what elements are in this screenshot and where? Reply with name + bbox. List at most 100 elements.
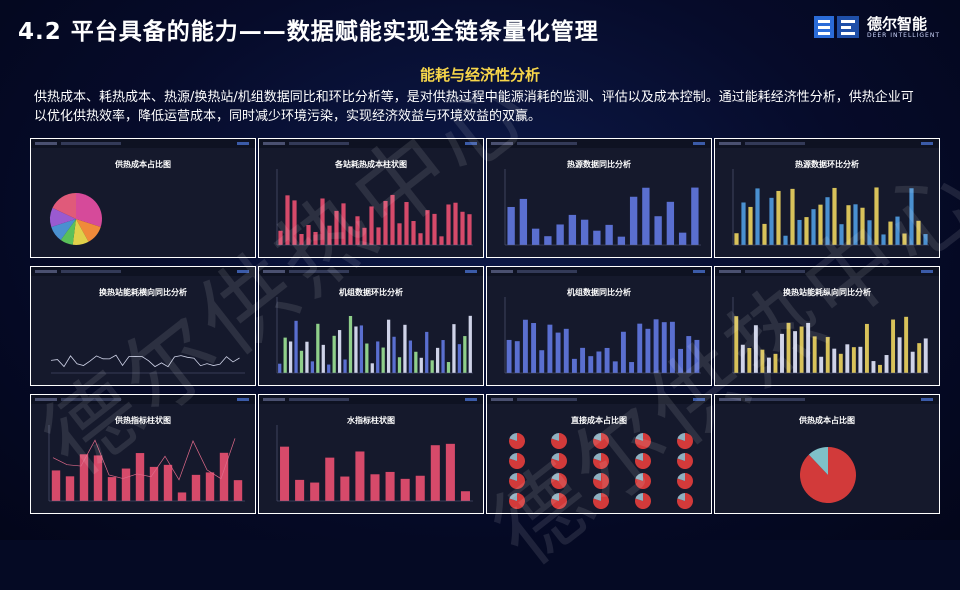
dashboard-panel: 供热成本占比图 <box>714 394 940 514</box>
panel-tabs <box>61 398 121 401</box>
panel-action <box>693 270 705 273</box>
chart-bar <box>294 320 298 373</box>
chart-bar <box>531 323 537 373</box>
chart-bar <box>316 323 320 373</box>
chart-bar <box>825 197 830 245</box>
pie-slice <box>60 219 76 245</box>
chart-bar <box>571 358 577 373</box>
chart-bar <box>825 337 830 373</box>
chart-bar <box>411 221 416 245</box>
panel-topbar <box>487 395 711 404</box>
chart-bar <box>306 225 311 245</box>
chart-bar <box>797 219 802 245</box>
chart-bar <box>280 446 290 501</box>
panel-menu <box>35 142 57 145</box>
pie-slice <box>635 493 643 501</box>
chart-bar <box>780 333 784 373</box>
chart-bar <box>678 232 687 245</box>
dashboard-panel: 直接成本占比图 <box>486 394 712 514</box>
chart-bar <box>519 198 528 245</box>
panel-tabs <box>289 270 349 273</box>
panel-tabs <box>517 270 577 273</box>
chart-bar <box>460 211 465 245</box>
panel-tabs <box>61 270 121 273</box>
chart-bar <box>65 476 75 501</box>
chart-bar <box>135 453 145 501</box>
panel-action <box>465 398 477 401</box>
chart-bar <box>740 344 745 373</box>
chart-bar <box>343 359 347 373</box>
chart-bar <box>441 340 445 373</box>
chart-bar <box>468 315 472 373</box>
chart-bar <box>348 226 353 245</box>
chart-bar <box>386 319 391 373</box>
panel-action <box>465 270 477 273</box>
panel-title: 换热站能耗横向同比分析 <box>99 288 187 297</box>
chart-bar <box>285 195 290 245</box>
pie-slice <box>509 493 517 501</box>
chart-bar <box>902 233 907 245</box>
chart-bar <box>612 361 618 373</box>
chart-bar <box>888 221 893 245</box>
panel-title: 供热成本占比图 <box>115 160 171 169</box>
chart-bar <box>376 341 380 373</box>
chart-bar <box>327 225 332 245</box>
chart-bar <box>299 234 304 245</box>
pie-slice <box>76 219 101 242</box>
chart-bar <box>310 482 320 501</box>
chart-bar <box>891 319 896 373</box>
dashboard-panel: 换热站能耗横向同比分析 <box>30 266 256 386</box>
panel-chart <box>276 169 473 246</box>
panel-topbar <box>259 267 483 276</box>
panel-menu <box>263 398 285 401</box>
panel-menu <box>719 398 741 401</box>
chart-bar <box>793 331 798 373</box>
chart-bar <box>846 205 851 245</box>
chart-bar <box>430 360 434 373</box>
chart-bar <box>460 491 470 501</box>
chart-bar <box>666 201 675 245</box>
chart-bar <box>884 355 889 373</box>
pie-slice <box>593 493 601 501</box>
panel-title: 机组数据环比分析 <box>339 288 403 297</box>
chart-bar <box>288 341 293 373</box>
chart-bar <box>522 319 528 373</box>
chart-bar <box>642 187 650 245</box>
chart-bar <box>916 220 921 245</box>
chart-bar <box>506 339 512 373</box>
chart-bar <box>325 457 335 501</box>
chart-bar <box>762 223 767 245</box>
chart-bar <box>295 479 305 501</box>
chart-bar <box>79 454 89 501</box>
panel-menu <box>719 270 741 273</box>
section-subtitle: 能耗与经济性分析 <box>419 66 540 84</box>
chart-bar <box>839 224 844 245</box>
chart-bar <box>463 336 467 373</box>
chart-bar <box>514 341 520 373</box>
chart-bar <box>874 187 879 245</box>
panel-menu <box>35 270 57 273</box>
chart-bar <box>191 474 201 501</box>
chart-bar <box>390 194 395 245</box>
panel-title: 热源数据环比分析 <box>795 160 859 169</box>
chart-bar <box>838 353 843 373</box>
chart-bar <box>853 204 858 245</box>
chart-bar <box>637 323 643 373</box>
chart-bar <box>832 187 837 245</box>
chart-bar <box>895 216 900 245</box>
chart-bar <box>453 202 458 245</box>
panel-chart <box>800 447 856 503</box>
panel-action <box>237 398 249 401</box>
chart-bar <box>355 216 360 245</box>
dashboard-panel: 供热指标柱状图 <box>30 394 256 514</box>
chart-bar <box>563 328 569 373</box>
chart-bar <box>669 321 675 373</box>
pie-slice <box>593 433 601 441</box>
chart-bar <box>419 357 423 373</box>
chart-bar <box>446 204 451 245</box>
panel-title: 换热站能耗纵向同比分析 <box>783 288 871 297</box>
chart-bar <box>773 353 778 373</box>
panel-chart <box>732 169 929 246</box>
chart-bar <box>867 220 872 245</box>
logo-text-en: DEER INTELLIGENT <box>866 31 940 39</box>
